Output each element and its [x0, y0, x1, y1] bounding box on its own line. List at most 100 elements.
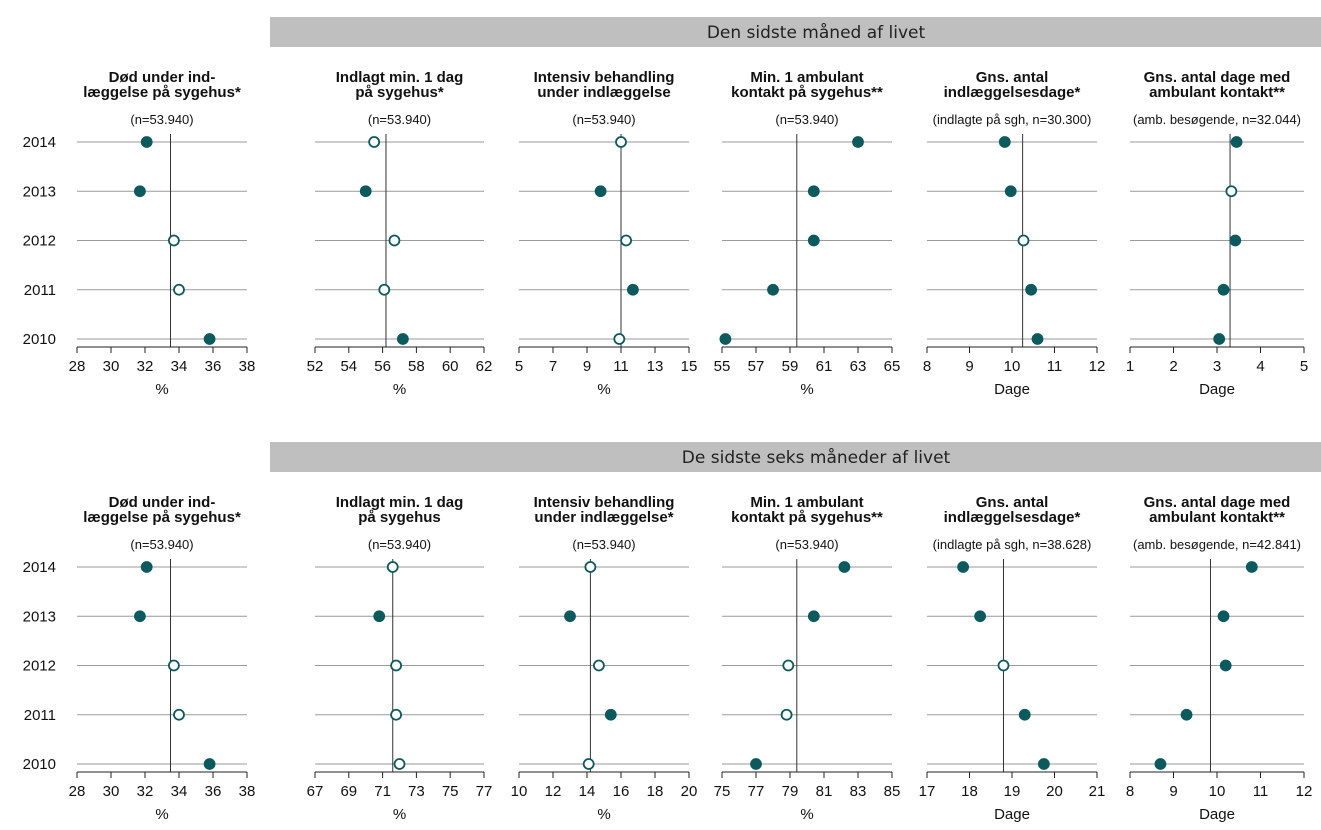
x-tick-label: 28 — [69, 358, 86, 375]
data-point-2012 — [593, 659, 605, 672]
data-point-2013 — [133, 185, 146, 198]
x-tick-label: 59 — [782, 358, 799, 375]
x-tick-label: 14 — [579, 783, 596, 800]
x-tick-label: 73 — [408, 783, 425, 800]
x-tick-label: 81 — [816, 783, 833, 800]
x-axis-label: Dage — [994, 381, 1030, 398]
x-tick-label: 69 — [340, 783, 357, 800]
x-tick-label: 9 — [965, 358, 973, 375]
x-tick-label: 38 — [239, 358, 256, 375]
data-point-2010 — [393, 758, 406, 770]
x-tick-label: 11 — [1253, 783, 1269, 800]
panel-title: Intensiv behandling — [534, 494, 675, 511]
x-tick-label: 36 — [205, 358, 222, 375]
x-tick-label: 75 — [442, 783, 459, 800]
x-tick-label: 18 — [647, 783, 664, 800]
x-tick-label: 32 — [137, 358, 154, 375]
x-tick-label: 34 — [171, 783, 188, 800]
panel-title: Min. 1 ambulant — [750, 494, 863, 511]
panel-subtitle: (n=53.940) — [130, 112, 193, 127]
x-tick-label: 10 — [511, 783, 528, 800]
x-tick-label: 9 — [583, 358, 591, 375]
x-tick-label: 18 — [961, 783, 978, 800]
data-point-2014 — [957, 561, 970, 573]
x-axis-label: % — [393, 806, 406, 823]
x-tick-label: 12 — [545, 783, 562, 800]
panel-subtitle: (amb. besøgende, n=42.841) — [1133, 537, 1301, 552]
year-label: 2012 — [23, 658, 56, 675]
x-axis-label: Dage — [1199, 381, 1235, 398]
x-tick-label: 12 — [1089, 358, 1106, 375]
year-label: 2010 — [23, 756, 56, 773]
panel-subtitle: (n=53.940) — [572, 537, 635, 552]
year-label: 2011 — [24, 282, 56, 299]
x-axis-label: % — [155, 381, 168, 398]
data-point-2014 — [1245, 561, 1258, 573]
x-tick-label: 32 — [137, 783, 154, 800]
panel-title: Gns. antal dage med — [1144, 494, 1291, 511]
data-point-2012 — [1219, 659, 1232, 672]
panel-subtitle: (n=53.940) — [775, 537, 838, 552]
data-point-2014 — [838, 561, 851, 573]
x-tick-label: 12 — [1296, 783, 1313, 800]
x-tick-label: 67 — [307, 783, 324, 800]
year-label: 2014 — [23, 559, 56, 576]
data-point-2012 — [997, 659, 1010, 672]
x-tick-label: 54 — [340, 358, 357, 375]
panel-subtitle: (n=53.940) — [368, 537, 431, 552]
data-point-2010 — [396, 333, 409, 345]
x-tick-label: 9 — [1169, 783, 1177, 800]
panel-title: Min. 1 ambulant — [750, 69, 863, 86]
data-point-2012 — [388, 234, 401, 247]
data-point-2013 — [594, 185, 607, 198]
x-tick-label: 8 — [1126, 783, 1134, 800]
data-point-2012 — [807, 234, 820, 247]
data-point-2012 — [167, 659, 180, 672]
data-point-2013 — [1217, 610, 1230, 623]
data-point-2012 — [390, 659, 403, 672]
panel-title: Gns. antal dage med — [1144, 69, 1291, 86]
year-label: 2011 — [24, 707, 56, 724]
panel-subtitle: (n=53.940) — [572, 112, 635, 127]
data-point-2013 — [1004, 185, 1017, 198]
panel-title: Død under ind- — [109, 494, 216, 511]
data-point-2013 — [807, 610, 820, 623]
x-tick-label: 8 — [923, 358, 931, 375]
x-tick-label: 30 — [103, 783, 120, 800]
data-point-2011 — [1217, 283, 1230, 296]
panel-subtitle: (indlagte på sgh, n=30.300) — [933, 112, 1092, 127]
panel-1: Død under ind-læggelse på sygehus* (n=53.… — [69, 69, 256, 398]
data-point-2010 — [1031, 333, 1044, 345]
x-tick-label: 20 — [1046, 783, 1063, 800]
data-point-2011 — [1025, 283, 1038, 296]
x-tick-label: 11 — [613, 358, 629, 375]
panel-title: Indlagt min. 1 dag — [336, 69, 464, 86]
panel-title: Død under ind- — [109, 69, 216, 86]
panel-title: Indlagt min. 1 dag — [336, 494, 464, 511]
data-point-2013 — [359, 185, 372, 198]
data-point-2010 — [203, 333, 216, 345]
data-point-2011 — [767, 283, 779, 296]
data-point-2011 — [1018, 708, 1031, 721]
panel-title: indlæggelsesdage* — [944, 84, 1081, 101]
x-tick-label: 5 — [515, 358, 523, 375]
data-point-2011 — [173, 708, 185, 721]
panel-subtitle: (n=53.940) — [368, 112, 431, 127]
data-point-2014 — [386, 561, 399, 573]
section-title: Den sidste måned af livet — [707, 22, 926, 43]
x-tick-label: 34 — [171, 358, 188, 375]
panel-title: ambulant kontakt** — [1149, 509, 1285, 526]
year-label: 2012 — [23, 233, 56, 250]
section-banner — [270, 17, 1321, 47]
panel-title: læggelse på sygehus* — [83, 84, 241, 101]
data-point-2014 — [368, 136, 381, 148]
data-point-2010 — [1037, 758, 1050, 770]
x-tick-label: 28 — [69, 783, 86, 800]
section-2: De sidste seks måneder af livet201420132… — [23, 442, 1321, 823]
data-point-2014 — [852, 136, 864, 148]
